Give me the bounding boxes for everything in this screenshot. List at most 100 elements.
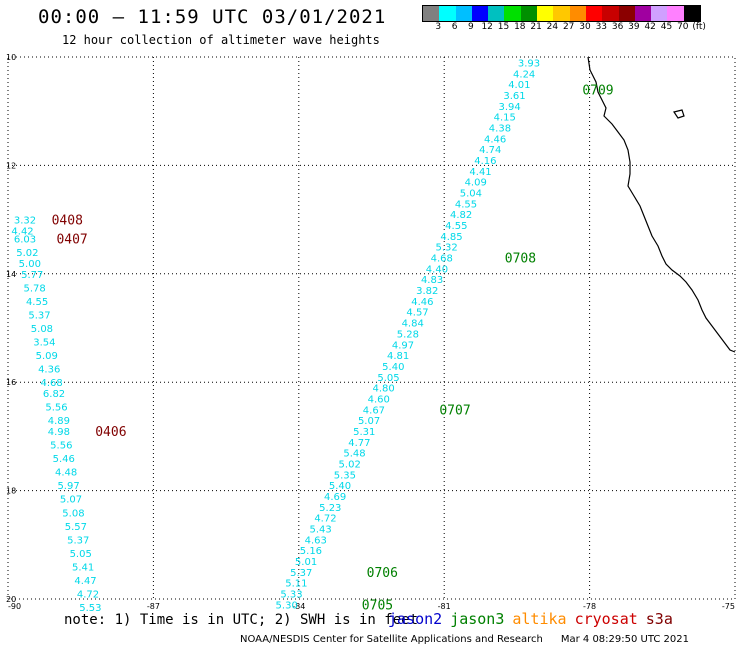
swh-value: 5.33 bbox=[280, 590, 302, 601]
colorbar-swatch bbox=[569, 6, 586, 21]
colorbar-swatch bbox=[602, 6, 619, 21]
swh-value: 4.72 bbox=[77, 590, 99, 601]
pass-time-label: 0706 bbox=[367, 566, 398, 581]
legend-jason3: jason3 bbox=[450, 610, 505, 628]
swh-value: 5.77 bbox=[21, 270, 43, 281]
satellite-legend: jason2 jason3 altika cryosat s3a bbox=[388, 610, 681, 628]
swh-value: 5.53 bbox=[79, 603, 101, 614]
swh-value: 5.43 bbox=[309, 525, 331, 536]
colorbar bbox=[422, 5, 702, 22]
swh-value: 4.47 bbox=[74, 576, 96, 587]
coastline bbox=[587, 56, 736, 353]
swh-value: 5.07 bbox=[60, 495, 82, 506]
swh-value: 5.78 bbox=[24, 283, 46, 294]
swh-value: 5.37 bbox=[28, 310, 50, 321]
track-cryosat: 3.324.426.03 5.025.005.77 5.78 4.55 5.37 5.08… bbox=[11, 214, 126, 615]
map-axes: -90 -87 -84 -81 -78 -75 10 12 14 16 18 20 bbox=[6, 53, 735, 611]
swh-value: 5.04 bbox=[460, 189, 482, 200]
swh-value: 4.55 bbox=[445, 221, 467, 232]
swh-value: 5.16 bbox=[300, 546, 322, 557]
swh-value: 4.67 bbox=[363, 405, 385, 416]
swh-value: 4.80 bbox=[372, 384, 394, 395]
swh-value: 4.68 bbox=[431, 254, 453, 265]
swh-value: 3.82 bbox=[416, 286, 438, 297]
swh-value: 5.05 bbox=[377, 373, 399, 384]
lat-tick-label: 10 bbox=[6, 53, 16, 62]
swh-value: 4.63 bbox=[305, 535, 327, 546]
colorbar-label: (ft) bbox=[692, 22, 706, 32]
swh-value: 5.08 bbox=[31, 324, 53, 335]
swh-value: 6.82 bbox=[43, 389, 65, 400]
colorbar-label: 18 bbox=[514, 22, 526, 32]
swh-value: 3.54 bbox=[33, 338, 55, 349]
swh-value: 4.69 bbox=[324, 492, 346, 503]
swh-value: 4.16 bbox=[474, 156, 496, 167]
lat-tick-label: 12 bbox=[6, 161, 16, 170]
swh-value: 4.82 bbox=[450, 210, 472, 221]
colorbar-label: 24 bbox=[546, 22, 559, 32]
island-outline bbox=[673, 109, 685, 119]
swh-value: 4.01 bbox=[508, 80, 530, 91]
swh-value: 4.85 bbox=[440, 232, 462, 243]
swh-value: 4.09 bbox=[465, 178, 487, 189]
swh-value: 5.41 bbox=[72, 562, 94, 573]
swh-value: 5.48 bbox=[343, 449, 365, 460]
map-subtitle: 12 hour collection of altimeter wave hei… bbox=[62, 33, 380, 47]
colorbar-label: 30 bbox=[579, 22, 591, 32]
swh-value: 5.46 bbox=[53, 454, 75, 465]
legend-altika: altika bbox=[512, 610, 567, 628]
colorbar-swatch bbox=[634, 6, 652, 21]
footer-note: note: 1) Time is in UTC; 2) SWH is in fe… bbox=[64, 612, 419, 628]
swh-value: 4.55 bbox=[455, 199, 477, 210]
swh-value: 5.40 bbox=[382, 362, 404, 373]
swh-value: 5.02 bbox=[16, 248, 38, 259]
swh-value: 5.07 bbox=[358, 416, 380, 427]
swh-value: 4.42 bbox=[11, 226, 33, 237]
swh-value: 5.09 bbox=[36, 351, 58, 362]
legend-s3a: s3a bbox=[645, 610, 673, 628]
swh-value: 5.23 bbox=[319, 503, 341, 514]
swh-value: 4.41 bbox=[469, 167, 491, 178]
colorbar-swatch bbox=[520, 6, 538, 21]
swh-value: 4.74 bbox=[479, 145, 501, 156]
track-jason3: 3.934.244.013.613.944.154.384.464.744.16… bbox=[276, 58, 614, 613]
swh-value: 4.55 bbox=[26, 297, 48, 308]
colorbar-swatch bbox=[618, 6, 635, 21]
pass-time-label: 0705 bbox=[362, 598, 393, 613]
credit-line: NOAA/NESDIS Center for Satellite Applica… bbox=[240, 634, 689, 645]
swh-value: 4.46 bbox=[484, 134, 506, 145]
colorbar-swatch bbox=[651, 6, 668, 21]
swh-value: 5.00 bbox=[19, 259, 41, 270]
swh-value: 3.93 bbox=[518, 58, 540, 69]
swh-value: 4.40 bbox=[426, 264, 448, 275]
swh-value: 5.02 bbox=[339, 460, 361, 471]
colorbar-swatch bbox=[537, 6, 554, 21]
legend-jason2: jason2 bbox=[388, 610, 443, 628]
swh-value: 4.68 bbox=[40, 378, 62, 389]
map-title: 00:00 – 11:59 UTC 03/01/2021 bbox=[38, 6, 387, 28]
colorbar-swatch bbox=[471, 6, 489, 21]
colorbar-swatch bbox=[439, 6, 456, 21]
swh-value: 4.97 bbox=[392, 340, 414, 351]
colorbar-label: 15 bbox=[497, 22, 510, 32]
swh-value: 4.38 bbox=[489, 123, 511, 134]
lon-tick-label: -78 bbox=[583, 602, 596, 611]
coastline-path bbox=[587, 56, 736, 353]
swh-value: 3.61 bbox=[503, 91, 525, 102]
swh-value: 4.77 bbox=[348, 438, 370, 449]
render-timestamp: Mar 4 08:29:50 UTC 2021 bbox=[560, 634, 689, 645]
pass-time-label: 0708 bbox=[505, 252, 536, 267]
swh-value: 4.84 bbox=[402, 319, 424, 330]
swh-value: 5.56 bbox=[50, 441, 72, 452]
pass-time-label: 0406 bbox=[95, 425, 126, 440]
swh-value: 5.35 bbox=[334, 470, 356, 481]
colorbar-label: 12 bbox=[481, 22, 493, 32]
swh-value: 4.72 bbox=[314, 514, 336, 525]
lon-tick-label: -87 bbox=[147, 602, 160, 611]
lon-tick-label: -90 bbox=[8, 602, 21, 611]
swh-value: 5.56 bbox=[45, 403, 67, 414]
swh-value: 3.32 bbox=[14, 216, 36, 227]
map-grid bbox=[7, 56, 736, 600]
credit-text: NOAA/NESDIS Center for Satellite Applica… bbox=[240, 634, 543, 645]
colorbar-swatch bbox=[488, 6, 505, 21]
